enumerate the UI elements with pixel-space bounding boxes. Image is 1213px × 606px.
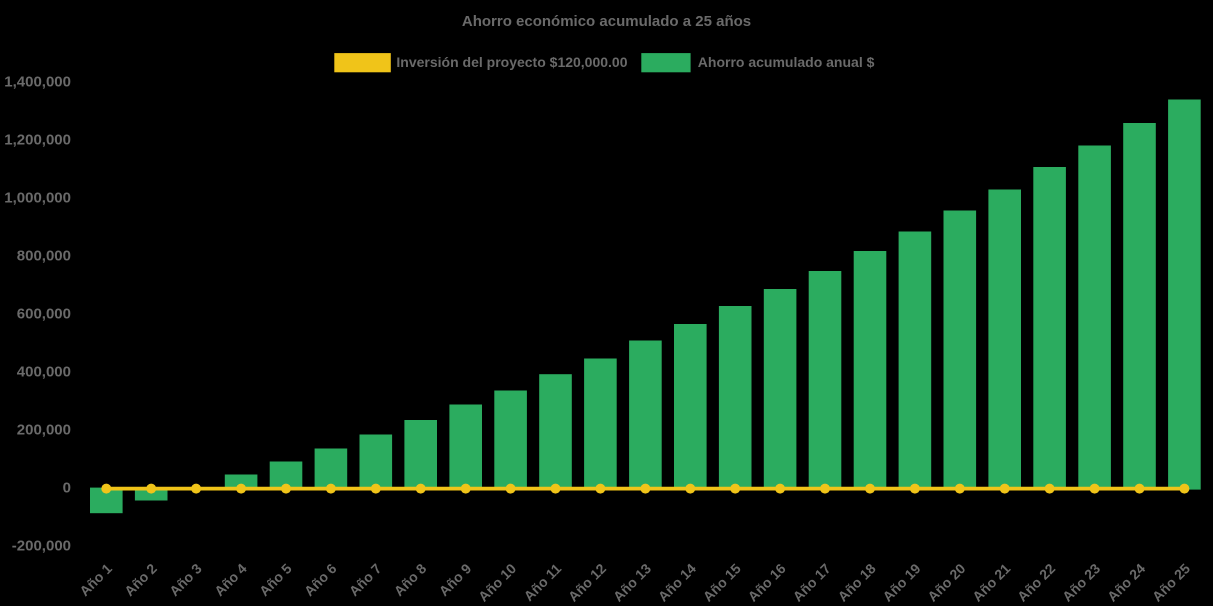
svg-text:1,200,000: 1,200,000 <box>4 131 71 148</box>
svg-text:800,000: 800,000 <box>17 248 71 265</box>
svg-text:1,000,000: 1,000,000 <box>4 190 71 207</box>
svg-text:200,000: 200,000 <box>17 422 71 439</box>
svg-text:1,400,000: 1,400,000 <box>4 73 71 90</box>
svg-text:0: 0 <box>63 480 71 497</box>
svg-text:-200,000: -200,000 <box>12 538 71 555</box>
svg-text:Inversión del proyecto $120,00: Inversión del proyecto $120,000.00 <box>396 54 627 70</box>
svg-text:Ahorro acumulado anual $: Ahorro acumulado anual $ <box>698 54 875 70</box>
svg-text:600,000: 600,000 <box>17 306 71 323</box>
svg-text:400,000: 400,000 <box>17 364 71 381</box>
svg-text:Ahorro económico acumulado a 2: Ahorro económico acumulado a 25 años <box>462 13 751 30</box>
